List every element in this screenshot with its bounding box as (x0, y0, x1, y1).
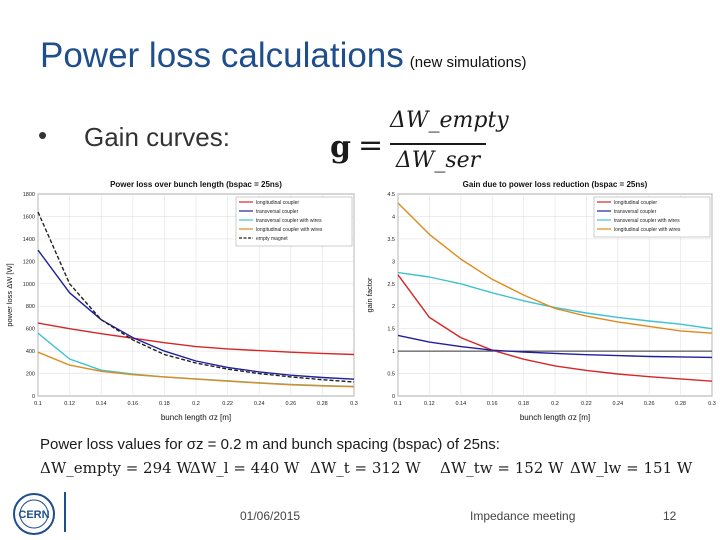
chart0-x-tick-label: 0.12 (64, 401, 75, 407)
chart0-legend-entry-4: empty magnet (256, 236, 288, 242)
chart1-x-tick-label: 0.24 (612, 401, 623, 407)
chart1-legend-entry-3: longitudinal coupler with wires (614, 227, 681, 233)
footer-page-number: 12 (663, 509, 677, 523)
chart0-y-tick-label: 1400 (23, 237, 35, 243)
chart0-legend-entry-2: transversal coupler with wires (256, 218, 322, 224)
chart0-x-tick-label: 0.16 (127, 401, 138, 407)
value-transversal-wires: ΔW_tw = 152 W (440, 459, 564, 477)
footer-date: 01/06/2015 (240, 509, 301, 523)
chart0-series-line-0 (37, 322, 355, 356)
chart0-y-tick-label: 0 (32, 394, 35, 400)
chart0-x-tick-label: 0.14 (96, 401, 107, 407)
chart0-x-tick-label: 0.18 (159, 401, 170, 407)
value-longitudinal-wires: ΔW_lw = 151 W (570, 459, 693, 477)
formula-lhs: g (330, 130, 351, 165)
power-loss-intro: Power loss values for σz = 0.2 m and bun… (40, 436, 500, 453)
chart0-y-tick-label: 1000 (23, 282, 35, 288)
formula-equals: = (358, 128, 384, 163)
chart0-y-tick-label: 200 (26, 372, 35, 378)
chart1-y-tick-label: 1.5 (387, 327, 395, 333)
cern-logo: CERN (13, 493, 55, 535)
chart0-legend-entry-3: longitudinal coupler with wires (256, 227, 323, 233)
chart1-y-tick-label: 2 (392, 304, 395, 310)
value-longitudinal: ΔW_l = 440 W (190, 459, 300, 477)
power-loss-chart: 0.1 0.12 0.14 0.16 0.18 0.2 0.22 0.24 0.26 0.28 0.… (5, 180, 358, 422)
chart1-legend-box (593, 196, 711, 238)
chart1-x-tick-label: 0.28 (675, 401, 686, 407)
chart0-x-tick-label: 0.1 (34, 401, 42, 407)
chart1-series-line-2 (397, 271, 713, 330)
logo-text: CERN (18, 509, 49, 521)
chart1-legend-entry-0: longitudinal coupler (614, 200, 657, 206)
chart1-legend-entry-2: transversal coupler with wires (614, 218, 680, 224)
gain-curves-heading: Gain curves: (84, 122, 230, 152)
footer-event: Impedance meeting (470, 509, 576, 523)
chart1-x-axis-label: bunch length σz [m] (520, 413, 590, 422)
chart0-legend-box (235, 196, 353, 247)
chart1-series-line-1 (397, 334, 713, 359)
slide-title-main: Power loss calculations (40, 36, 404, 75)
chart0-y-tick-label: 1600 (23, 214, 35, 220)
chart0-x-tick-label: 0.3 (350, 401, 358, 407)
chart0-legend-entry-1: transversal coupler (256, 209, 299, 215)
chart1-x-tick-label: 0.18 (518, 401, 529, 407)
chart1-x-tick-label: 0.26 (644, 401, 655, 407)
chart1-x-tick-label: 0.1 (394, 401, 402, 407)
formula-denominator: ΔW_ser (395, 148, 481, 173)
chart1-y-tick-label: 4.5 (387, 192, 395, 198)
chart1-y-tick-label: 0.5 (387, 372, 395, 378)
chart1-legend-entry-1: transversal coupler (614, 209, 657, 215)
formula-fraction-bar (390, 143, 486, 145)
chart0-series-line-4 (37, 211, 355, 383)
chart0-y-axis-label: power loss ΔW [W] (5, 263, 14, 326)
chart0-x-tick-label: 0.28 (317, 401, 328, 407)
bullet-marker: • (38, 120, 48, 150)
formula-numerator: ΔW_empty (390, 108, 509, 133)
chart0-x-tick-label: 0.24 (254, 401, 265, 407)
chart1-x-tick-label: 0.3 (708, 401, 716, 407)
chart1-x-tick-label: 0.22 (581, 401, 592, 407)
chart0-legend-entry-0: longitudinal coupler (256, 200, 299, 206)
chart0-x-tick-label: 0.2 (192, 401, 200, 407)
chart0-y-tick-label: 800 (26, 304, 35, 310)
chart0-x-tick-label: 0.26 (285, 401, 296, 407)
chart1-y-tick-label: 3 (392, 259, 395, 265)
chart0-x-tick-label: 0.22 (222, 401, 233, 407)
slide-title: Power loss calculations (new simulations) (40, 36, 527, 76)
chart1-x-tick-label: 0.16 (487, 401, 498, 407)
chart1-series-line-0 (397, 274, 713, 382)
gain-chart: 0.1 0.12 0.14 0.16 0.18 0.2 0.22 0.24 0.26 0.28 0.… (365, 180, 716, 422)
value-empty: ΔW_empty = 294 W (40, 459, 192, 477)
chart1-title: Gain due to power loss reduction (bspac … (463, 180, 648, 189)
chart0-y-tick-label: 1800 (23, 192, 35, 198)
chart0-series-line-1 (37, 249, 355, 380)
chart1-y-tick-label: 4 (392, 214, 395, 220)
chart1-x-tick-label: 0.14 (455, 401, 466, 407)
chart1-y-tick-label: 0 (392, 394, 395, 400)
value-transversal: ΔW_t = 312 W (310, 459, 421, 477)
chart1-x-tick-label: 0.2 (551, 401, 559, 407)
chart1-y-tick-label: 1 (392, 349, 395, 355)
chart1-y-tick-label: 2.5 (387, 282, 395, 288)
chart1-y-tick-label: 3.5 (387, 237, 395, 243)
chart1-series-line-3 (397, 202, 713, 334)
chart0-x-axis-label: bunch length σz [m] (161, 413, 231, 422)
chart1-x-tick-label: 0.12 (424, 401, 435, 407)
chart0-y-tick-label: 400 (26, 349, 35, 355)
logo-divider (64, 492, 66, 532)
chart1-y-axis-label: gain factor (365, 277, 374, 313)
chart0-series-line-3 (37, 351, 355, 388)
chart0-title: Power loss over bunch length (bspac = 25… (110, 180, 282, 189)
chart0-y-tick-label: 600 (26, 327, 35, 333)
power-loss-values: ΔW_empty = 294 W ΔW_l = 440 W ΔW_t = 312… (40, 459, 720, 483)
slide-title-sub: (new simulations) (409, 54, 527, 71)
chart0-y-tick-label: 1200 (23, 259, 35, 265)
